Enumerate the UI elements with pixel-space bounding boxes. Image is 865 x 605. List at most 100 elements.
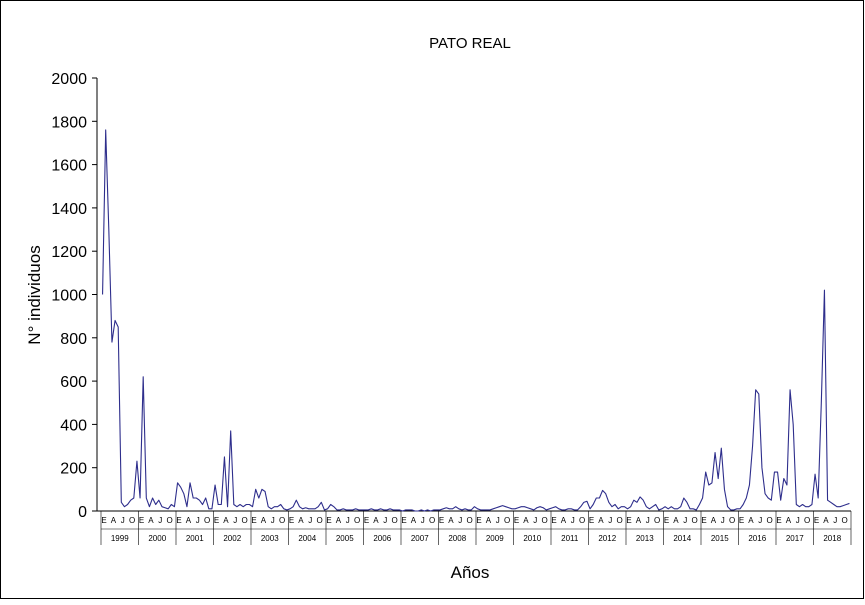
x-tick-label: J [608,516,612,525]
x-tick-label: E [589,516,594,525]
x-tick-label: A [786,516,792,525]
x-tick-label: A [523,516,529,525]
x-tick-label: J [758,516,762,525]
x-tick-label: E [701,516,706,525]
y-tick-label: 1800 [51,114,87,131]
x-tick-label: O [692,516,698,525]
x-tick-label: E [776,516,781,525]
chart-title: PATO REAL [429,35,511,52]
x-tick-label: J [833,516,837,525]
x-tick-label: O [204,516,210,525]
x-tick-label: J [496,516,500,525]
x-tick-label: E [664,516,669,525]
x-tick-label: J [308,516,312,525]
x-tick-label: J [571,516,575,525]
x-tick-label: A [636,516,642,525]
x-tick-label: O [767,516,773,525]
x-tick-label: A [486,516,492,525]
x-tick-label: J [533,516,537,525]
x-tick-label: A [223,516,229,525]
x-tick-label: E [439,516,444,525]
x-tick-label: A [148,516,154,525]
x-tick-label: A [748,516,754,525]
x-tick-label: J [158,516,162,525]
year-label: 2009 [486,534,504,543]
y-axis-label: N° individuos [25,245,44,344]
x-tick-label: A [373,516,379,525]
x-tick-label: E [551,516,556,525]
x-tick-label: E [626,516,631,525]
year-label: 2013 [636,534,654,543]
x-tick-label: J [196,516,200,525]
x-tick-label: A [186,516,192,525]
x-tick-label: O [842,516,848,525]
x-tick-label: A [711,516,717,525]
x-tick-label: J [458,516,462,525]
x-tick-label: J [121,516,125,525]
x-tick-label: A [448,516,454,525]
x-tick-label: E [814,516,819,525]
x-tick-label: O [317,516,323,525]
x-tick-label: A [261,516,267,525]
y-tick-label: 0 [78,504,87,521]
year-label: 2014 [673,534,691,543]
x-tick-label: E [514,516,519,525]
year-label: 2003 [261,534,279,543]
x-tick-label: E [326,516,331,525]
x-tick-label: O [129,516,135,525]
x-tick-label: O [804,516,810,525]
y-tick-label: 600 [60,374,87,391]
x-tick-label: O [429,516,435,525]
year-label: 2001 [186,534,204,543]
x-tick-label: O [617,516,623,525]
data-line [102,129,850,512]
x-tick-label: O [279,516,285,525]
x-tick-label: E [289,516,294,525]
x-tick-label: O [467,516,473,525]
x-tick-label: J [233,516,237,525]
x-tick-label: E [739,516,744,525]
x-tick-label: E [364,516,369,525]
year-label: 2015 [711,534,729,543]
year-label: 2002 [223,534,241,543]
year-label: 2008 [448,534,466,543]
x-tick-label: J [271,516,275,525]
x-tick-label: A [411,516,417,525]
x-tick-label: E [139,516,144,525]
x-tick-label: O [392,516,398,525]
year-label: 2016 [748,534,766,543]
year-label: 1999 [111,534,129,543]
x-tick-label: E [214,516,219,525]
x-tick-label: J [796,516,800,525]
year-label: 2010 [523,534,541,543]
year-label: 2007 [411,534,429,543]
x-tick-label: E [176,516,181,525]
x-tick-label: J [721,516,725,525]
year-label: 2005 [336,534,354,543]
x-tick-label: O [654,516,660,525]
year-label: 2006 [373,534,391,543]
x-tick-label: E [251,516,256,525]
x-tick-label: O [504,516,510,525]
x-tick-label: O [542,516,548,525]
x-tick-label: E [401,516,406,525]
x-axis-label: Años [451,563,490,582]
year-label: 2012 [598,534,616,543]
x-tick-label: A [298,516,304,525]
x-tick-label: O [354,516,360,525]
x-tick-label: A [598,516,604,525]
x-tick-label: O [242,516,248,525]
x-tick-label: J [421,516,425,525]
year-label: 2011 [561,534,579,543]
x-tick-label: A [111,516,117,525]
y-tick-label: 1400 [51,201,87,218]
year-label: 2000 [148,534,166,543]
y-tick-label: 1600 [51,158,87,175]
y-tick-label: 400 [60,417,87,434]
year-label: 2004 [298,534,316,543]
x-tick-label: A [561,516,567,525]
y-tick-label: 200 [60,461,87,478]
x-tick-label: J [346,516,350,525]
x-tick-label: J [383,516,387,525]
